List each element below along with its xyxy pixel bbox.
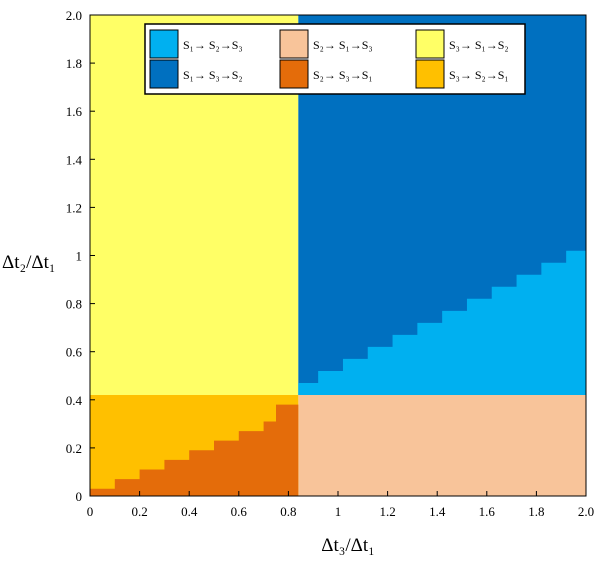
y-tick-label: 1	[76, 249, 83, 264]
y-tick-label: 0	[76, 489, 83, 504]
legend-label-s2s3s1: S₂→ S₃→S₁	[313, 68, 373, 82]
legend-swatch-s2s1s3	[279, 29, 309, 59]
region-s2s1s3	[298, 394, 586, 496]
legend-swatch-s1s2s3	[149, 29, 179, 59]
x-tick-label: 1	[335, 504, 342, 519]
legend-swatch-s3s2s1	[415, 59, 445, 89]
x-tick-label: 0.8	[280, 504, 296, 519]
x-tick-label: 2.0	[578, 504, 594, 519]
y-tick-label: 0.2	[66, 441, 82, 456]
legend-label-s3s1s2: S₃→ S₁→S₂	[449, 38, 509, 52]
y-tick-label: 1.6	[66, 104, 83, 119]
legend: S₁→ S₂→S₃ S₁→ S₃→S₂ S₂→ S₁→S₃ S₂→ S₃→S₁ S₃→ …	[144, 23, 526, 95]
legend-swatch-s2s3s1	[279, 59, 309, 89]
x-tick-label: 0.2	[131, 504, 147, 519]
legend-label-s1s3s2: S₁→ S₃→S₂	[183, 68, 243, 82]
x-tick-label: 0.6	[231, 504, 248, 519]
y-tick-label: 1.2	[66, 200, 82, 215]
legend-label-s2s1s3: S₂→ S₁→S₃	[313, 38, 373, 52]
y-tick-label: 0.8	[66, 297, 82, 312]
y-axis-ticks: 0 0.2 0.4 0.6 0.8 1 1.2 1.4 1.6 1.8 2.0	[66, 8, 95, 504]
x-axis-label: Δt₃/Δt₁	[321, 535, 375, 556]
x-tick-label: 1.4	[429, 504, 446, 519]
y-tick-label: 1.8	[66, 56, 82, 71]
x-tick-label: 1.6	[479, 504, 496, 519]
legend-box	[144, 23, 526, 95]
y-tick-label: 1.4	[66, 152, 83, 167]
y-axis-label: Δt₂/Δt₁	[2, 252, 56, 273]
legend-label-s3s2s1: S₃→ S₂→S₁	[449, 68, 509, 82]
x-axis-ticks: 0 0.2 0.4 0.6 0.8 1 1.2 1.4 1.6 1.8 2.0	[87, 491, 594, 519]
y-tick-label: 0.6	[66, 345, 83, 360]
legend-label-s1s2s3: S₁→ S₂→S₃	[183, 38, 243, 52]
legend-swatch-s3s1s2	[415, 29, 445, 59]
x-tick-label: 1.2	[379, 504, 395, 519]
legend-swatch-s1s3s2	[149, 59, 179, 89]
x-tick-label: 0.4	[181, 504, 198, 519]
x-tick-label: 1.8	[528, 504, 544, 519]
region-s1s2s3	[298, 238, 586, 395]
x-tick-label: 0	[87, 504, 94, 519]
region-s2s3s1	[90, 394, 299, 496]
y-tick-label: 0.4	[66, 393, 83, 408]
y-tick-label: 2.0	[66, 8, 82, 23]
